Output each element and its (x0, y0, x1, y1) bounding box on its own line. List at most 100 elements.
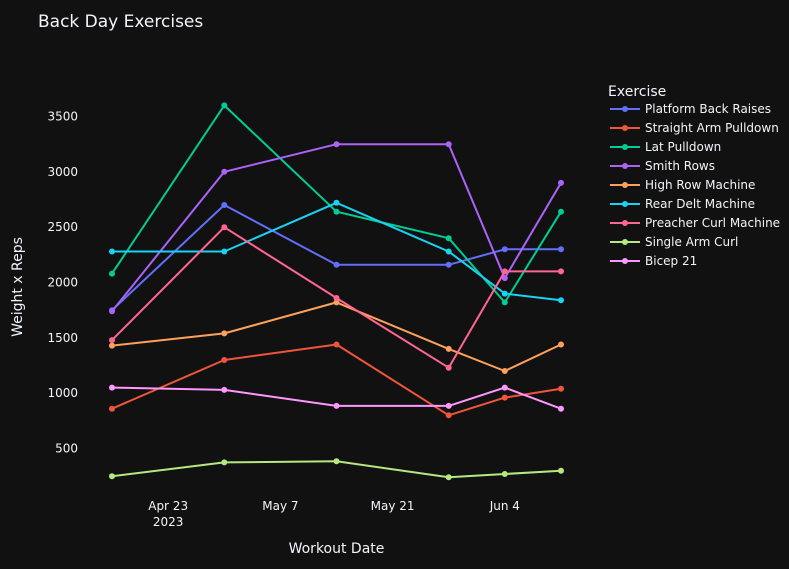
series-line (111, 104, 562, 304)
data-point[interactable] (333, 299, 340, 306)
legend-label: Bicep 21 (645, 254, 697, 268)
data-point[interactable] (558, 297, 564, 304)
series-line (111, 226, 561, 369)
data-point[interactable] (501, 384, 508, 391)
series-line (111, 460, 562, 479)
legend-marker (622, 125, 628, 131)
data-point[interactable] (445, 235, 452, 242)
data-point[interactable] (558, 405, 564, 412)
data-point[interactable] (501, 268, 508, 275)
legend-item[interactable]: Smith Rows (610, 159, 715, 173)
series-8 (109, 384, 564, 412)
legend-item[interactable]: Single Arm Curl (610, 235, 738, 249)
legend-label: Smith Rows (645, 159, 715, 173)
data-point[interactable] (501, 368, 508, 374)
legend-item[interactable]: Bicep 21 (610, 254, 697, 268)
series-7 (109, 458, 564, 481)
legend-marker (622, 182, 628, 188)
x-tick-label: May 7 (262, 499, 298, 513)
data-point[interactable] (333, 341, 340, 348)
y-tick-label: 1500 (47, 331, 78, 345)
legend-item[interactable]: Preacher Curl Machine (610, 216, 780, 230)
data-point[interactable] (333, 208, 340, 215)
data-point[interactable] (109, 473, 115, 480)
data-point[interactable] (558, 467, 564, 474)
series-1 (109, 341, 564, 419)
legend-label: Single Arm Curl (645, 235, 738, 249)
data-point[interactable] (221, 459, 228, 466)
series-4 (109, 299, 564, 374)
y-tick-label: 2000 (47, 276, 78, 290)
data-point[interactable] (558, 341, 564, 348)
series-line (111, 343, 562, 417)
chart-title: Back Day Exercises (38, 12, 203, 32)
legend-item[interactable]: Straight Arm Pulldown (610, 121, 779, 135)
series-2 (109, 102, 564, 306)
data-point[interactable] (221, 202, 228, 208)
data-point[interactable] (221, 224, 228, 231)
data-point[interactable] (558, 246, 564, 253)
data-point[interactable] (501, 394, 508, 401)
data-point[interactable] (333, 261, 340, 268)
data-point[interactable] (333, 402, 340, 409)
data-point[interactable] (501, 471, 508, 477)
y-tick-label: 3000 (47, 165, 78, 179)
data-point[interactable] (501, 246, 508, 253)
data-point[interactable] (109, 405, 115, 412)
data-point[interactable] (558, 208, 564, 215)
x-axis-label: Workout Date (289, 541, 385, 557)
y-axis: 500 1000 1500 2000 2500 3000 3500 (47, 109, 78, 455)
data-point[interactable] (333, 199, 340, 206)
data-point[interactable] (221, 102, 228, 109)
legend-marker (622, 258, 628, 264)
data-point[interactable] (221, 386, 228, 393)
y-tick-label: 2500 (47, 220, 78, 234)
data-point[interactable] (445, 345, 452, 352)
series-5 (109, 199, 564, 304)
legend-item[interactable]: Platform Back Raises (610, 102, 771, 116)
data-point[interactable] (445, 412, 452, 419)
data-point[interactable] (445, 261, 452, 268)
legend-item[interactable]: High Row Machine (610, 178, 755, 192)
data-point[interactable] (333, 295, 340, 301)
y-tick-label: 1000 (47, 386, 78, 400)
data-point[interactable] (501, 290, 508, 297)
series-line (111, 386, 562, 410)
data-point[interactable] (501, 275, 508, 282)
data-point[interactable] (445, 364, 452, 371)
data-point[interactable] (445, 402, 452, 409)
legend-marker (622, 106, 628, 112)
series-line (111, 143, 562, 312)
data-point[interactable] (109, 248, 115, 255)
legend-item[interactable]: Lat Pulldown (610, 140, 721, 154)
data-point[interactable] (558, 268, 564, 275)
data-point[interactable] (221, 330, 228, 337)
x-tick-label: Jun 4 (489, 499, 520, 513)
data-point[interactable] (109, 270, 115, 277)
data-point[interactable] (333, 458, 340, 465)
data-point[interactable] (109, 342, 115, 349)
data-point[interactable] (109, 384, 115, 391)
data-point[interactable] (221, 357, 228, 363)
series-line (111, 301, 562, 372)
y-axis-label: Weight x Reps (10, 237, 26, 337)
data-point[interactable] (221, 248, 228, 255)
data-point[interactable] (445, 474, 452, 481)
data-point[interactable] (558, 385, 564, 392)
legend-item[interactable]: Rear Delt Machine (610, 197, 755, 211)
data-point[interactable] (445, 141, 452, 148)
y-tick-label: 500 (55, 442, 78, 456)
legend-marker (622, 201, 628, 207)
x-tick-label: Apr 23 (148, 499, 188, 513)
data-point[interactable] (445, 248, 452, 255)
data-point[interactable] (333, 141, 340, 148)
data-point[interactable] (109, 308, 115, 315)
data-point[interactable] (558, 179, 564, 186)
legend-label: High Row Machine (645, 178, 755, 192)
data-point[interactable] (109, 337, 115, 344)
data-point[interactable] (501, 299, 508, 306)
legend-label: Straight Arm Pulldown (645, 121, 779, 135)
data-point[interactable] (221, 168, 228, 175)
legend-title: Exercise (608, 84, 666, 100)
series-line (112, 201, 562, 302)
